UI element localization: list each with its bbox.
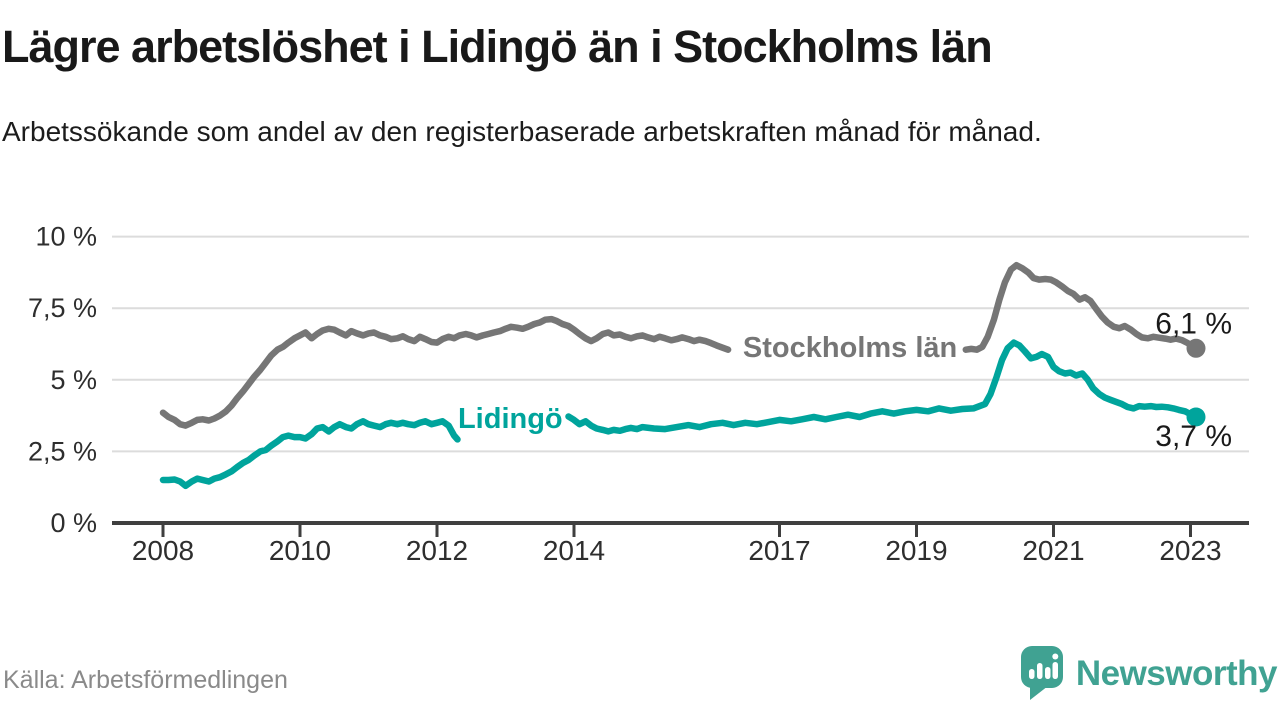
source-note: Källa: Arbetsförmedlingen [3,666,288,694]
line-stockholms-lan [159,315,732,429]
y-axis-label: 2,5 % [28,436,97,466]
end-label-stockholms-lan: 6,1 % [1155,307,1232,340]
end-dot-lidingo [1186,407,1206,427]
exclamation-dot-icon [1052,653,1059,660]
line-stockholms-lan [962,261,1200,353]
newsworthy-wordmark: Newsworthy [1075,653,1278,693]
y-axis-label: 7,5 % [28,293,97,323]
x-axis-label: 2012 [406,535,468,566]
bar-icon-short [1028,669,1035,679]
y-axis-label: 5 % [50,365,97,395]
x-axis-label: 2019 [885,535,947,566]
bar-icon-tall [1036,663,1043,679]
x-axis-label: 2014 [543,535,605,566]
chart-subtitle: Arbetssökande som andel av den registerb… [2,116,1042,147]
series-label-stockholms-lan: Stockholms län [743,332,957,364]
series-label-lidingo: Lidingö [458,403,563,435]
line-lidingo [159,418,461,490]
page-title: Lägre arbetslöshet i Lidingö än i Stockh… [2,21,993,72]
line-lidingo [565,339,1200,435]
y-axis-label: 10 % [35,222,97,252]
end-dot-stockholms-lan [1186,338,1206,358]
y-axis-label: 0 % [50,508,97,538]
x-axis-label: 2010 [269,535,331,566]
bar-icon-medium [1044,667,1051,679]
x-axis-label: 2023 [1159,535,1221,566]
newsworthy-bubble-chart-icon [1020,646,1063,700]
x-axis-label: 2017 [748,535,810,566]
x-axis-label: 2008 [132,535,194,566]
newsworthy-logo: Newsworthy [1020,645,1278,702]
end-label-lidingo: 3,7 % [1155,420,1232,453]
exclamation-bar-icon [1052,662,1058,679]
x-axis-label: 2021 [1022,535,1084,566]
